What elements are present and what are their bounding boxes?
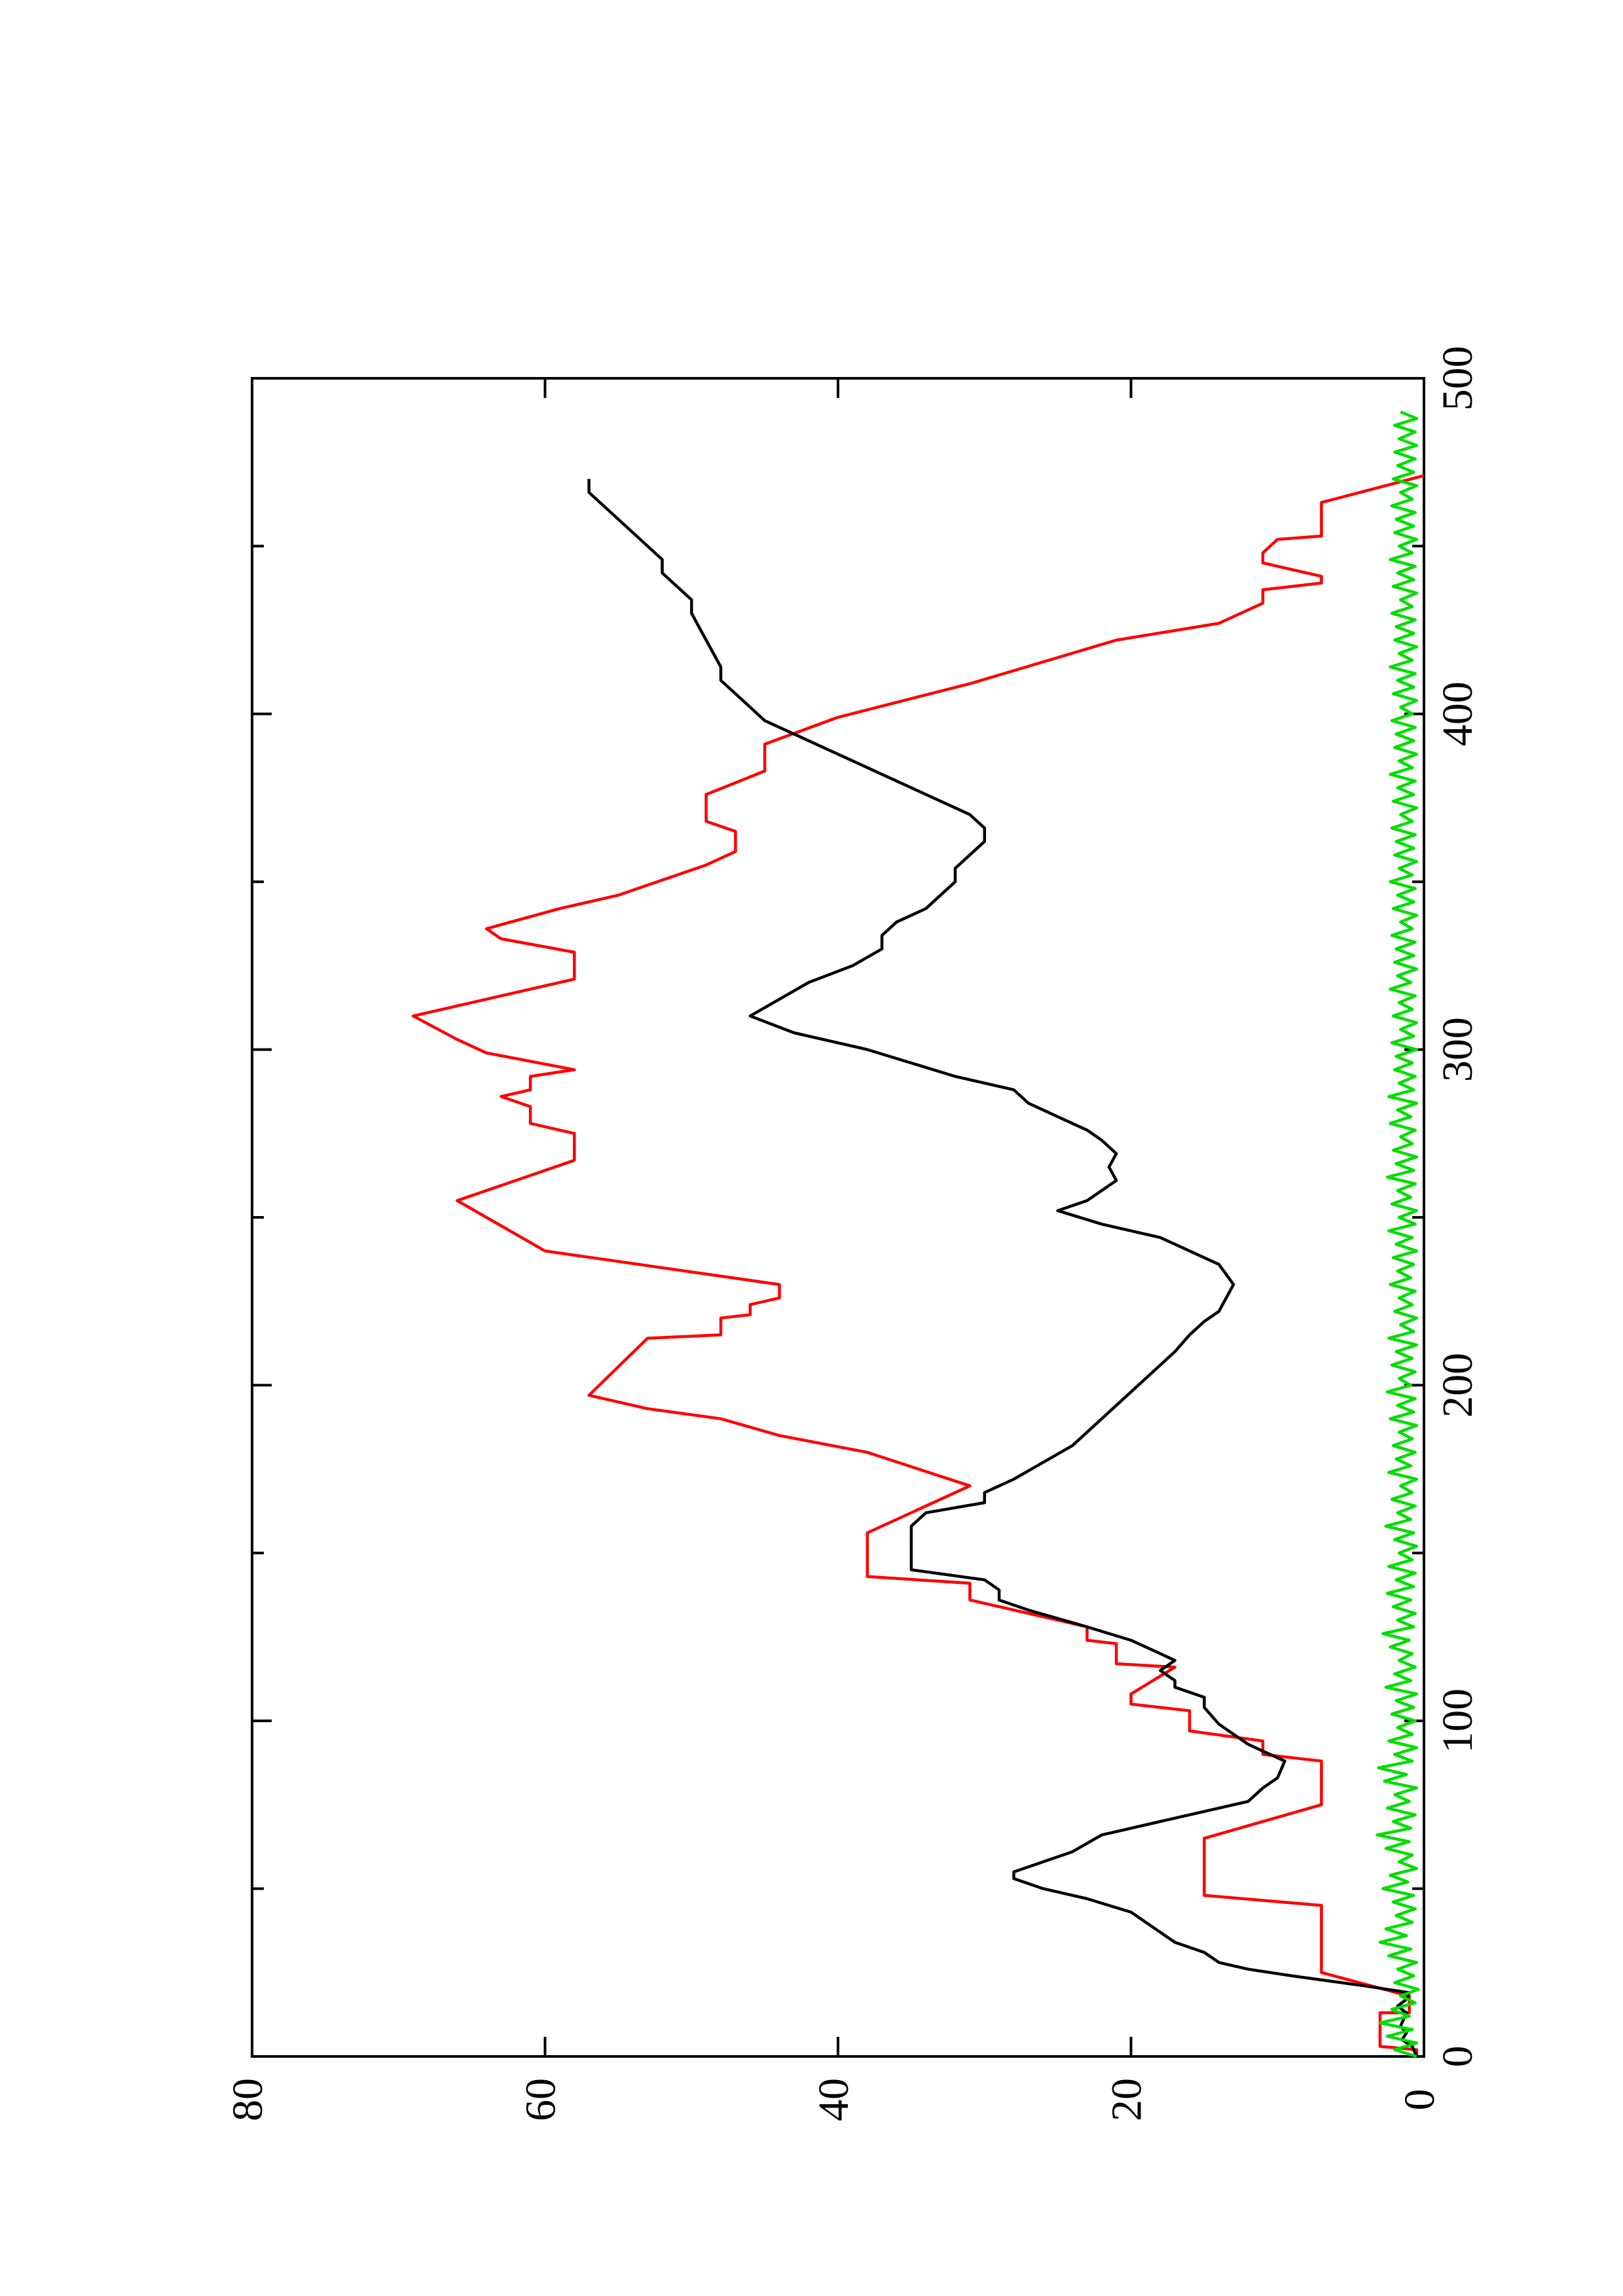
x-tick-label: 500	[1434, 346, 1482, 411]
x-tick-label: 400	[1434, 681, 1482, 746]
y-tick-label: 20	[1103, 2078, 1151, 2121]
series-line-1	[411, 474, 1425, 2056]
x-tick-label: 0	[1434, 2046, 1482, 2068]
series-line-3	[1376, 410, 1420, 2058]
y-tick-label: 0	[1396, 2089, 1444, 2111]
plot-area: 0 100 200 300 400 500 0 20 40 60 80	[224, 346, 1482, 2122]
y-tick-label: 80	[224, 2078, 272, 2121]
x-tick-label: 200	[1434, 1353, 1482, 1418]
y-tick-label: 60	[517, 2078, 565, 2121]
plot-frame	[251, 377, 1425, 2058]
x-tick-label: 300	[1434, 1017, 1482, 1082]
y-tick-label: 40	[810, 2078, 858, 2121]
series-line-2	[587, 478, 1418, 2057]
x-tick-label: 100	[1434, 1689, 1482, 1753]
